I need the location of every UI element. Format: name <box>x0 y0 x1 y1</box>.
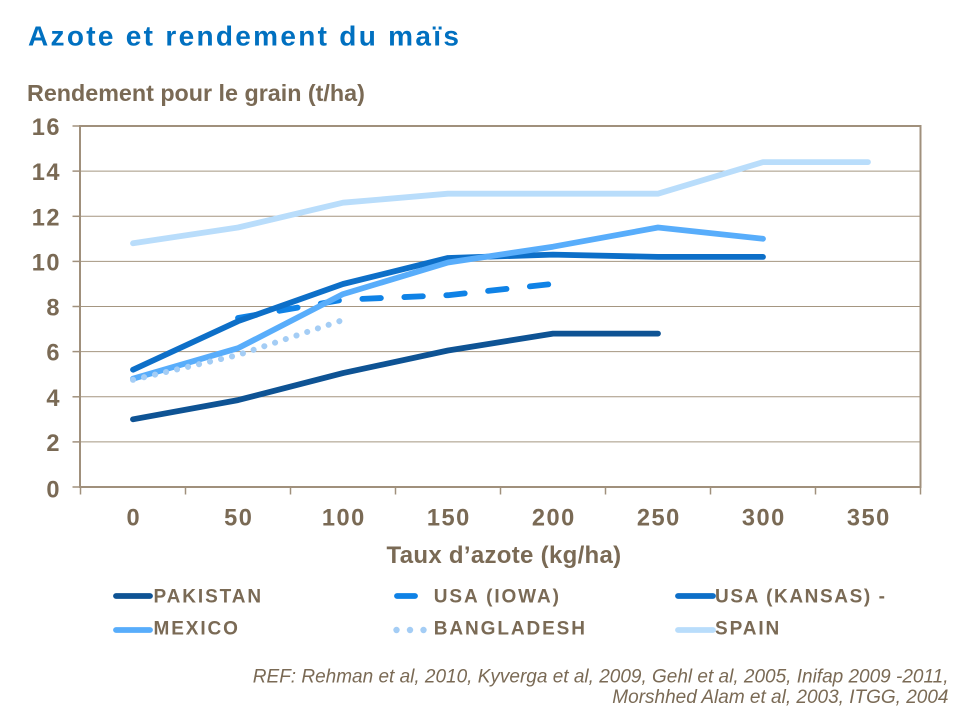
svg-text:10: 10 <box>32 250 61 276</box>
svg-text:USA (KANSAS) -: USA (KANSAS) - <box>715 587 887 608</box>
svg-text:BANGLADESH: BANGLADESH <box>434 618 587 639</box>
svg-text:Rendement pour le grain (t/ha): Rendement pour le grain (t/ha) <box>27 80 365 106</box>
svg-text:2: 2 <box>46 431 61 457</box>
svg-text:6: 6 <box>46 341 61 367</box>
svg-text:250: 250 <box>637 506 681 532</box>
svg-text:16: 16 <box>32 115 61 141</box>
svg-text:0: 0 <box>126 506 141 532</box>
svg-text:PAKISTAN: PAKISTAN <box>154 587 264 608</box>
svg-text:100: 100 <box>322 506 366 532</box>
svg-text:12: 12 <box>32 205 61 231</box>
svg-text:150: 150 <box>427 506 471 532</box>
svg-text:REF: Rehman et al, 2010, Kyver: REF: Rehman et al, 2010, Kyverga et al, … <box>253 667 949 688</box>
svg-text:SPAIN: SPAIN <box>715 618 781 639</box>
svg-text:0: 0 <box>46 478 61 504</box>
svg-text:50: 50 <box>224 506 253 532</box>
svg-text:8: 8 <box>46 296 61 322</box>
svg-text:350: 350 <box>847 506 891 532</box>
svg-text:200: 200 <box>532 506 576 532</box>
svg-text:USA (IOWA): USA (IOWA) <box>434 587 561 608</box>
svg-text:MEXICO: MEXICO <box>154 618 240 639</box>
svg-text:300: 300 <box>742 506 786 532</box>
svg-text:Taux d’azote (kg/ha): Taux d’azote (kg/ha) <box>387 542 622 569</box>
svg-text:4: 4 <box>46 386 61 412</box>
svg-text:Morshhed Alam et al, 2003, ITG: Morshhed Alam et al, 2003, ITGG, 2004 <box>612 687 948 708</box>
svg-text:Azote et rendement du maïs: Azote et rendement du maïs <box>28 21 461 52</box>
svg-text:14: 14 <box>32 160 61 186</box>
